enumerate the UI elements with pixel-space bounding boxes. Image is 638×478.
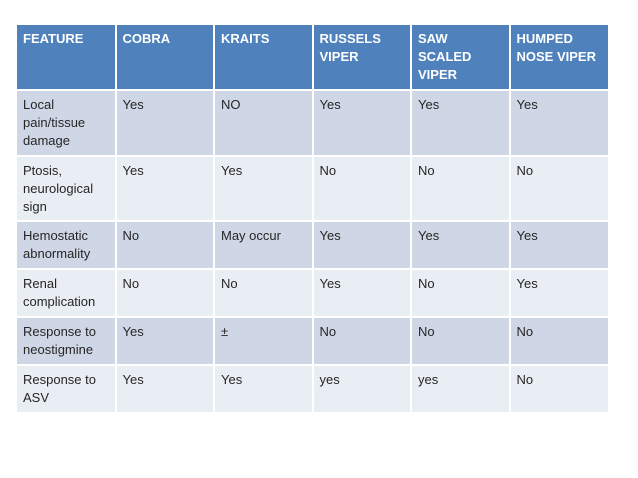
feature-cell: Response to neostigmine bbox=[17, 317, 117, 367]
column-header: FEATURE bbox=[17, 25, 117, 91]
table-cell: No bbox=[411, 317, 511, 367]
table-row: Renal complication No No Yes No Yes bbox=[17, 269, 608, 319]
table-cell: Yes bbox=[115, 317, 215, 367]
table-cell: yes bbox=[411, 365, 511, 414]
column-header: COBRA bbox=[115, 25, 215, 91]
column-header: HUMPED NOSE VIPER bbox=[509, 25, 608, 91]
table-cell: Yes bbox=[115, 155, 215, 223]
table-row: Local pain/tissue damage Yes NO Yes Yes Yes bbox=[17, 89, 608, 157]
table-cell: yes bbox=[312, 365, 412, 414]
table-head: FEATURE COBRA KRAITS RUSSELS VIPER SAW SCALE… bbox=[17, 25, 608, 91]
feature-cell: Local pain/tissue damage bbox=[17, 89, 117, 157]
table-cell: Yes bbox=[115, 89, 215, 157]
feature-cell: Response to ASV bbox=[17, 365, 117, 414]
column-header: RUSSELS VIPER bbox=[312, 25, 412, 91]
table-cell: Yes bbox=[312, 269, 412, 319]
table-cell: Yes bbox=[115, 365, 215, 414]
table-cell: No bbox=[509, 365, 608, 414]
header-row: FEATURE COBRA KRAITS RUSSELS VIPER SAW SCALE… bbox=[17, 25, 608, 91]
table-cell: Yes bbox=[214, 155, 314, 223]
table-cell: No bbox=[312, 155, 412, 223]
table-cell: May occur bbox=[214, 221, 314, 271]
table-row: Ptosis, neurological sign Yes Yes No No No bbox=[17, 155, 608, 223]
snakebite-comparison-table: FEATURE COBRA KRAITS RUSSELS VIPER SAW SCALE… bbox=[17, 25, 608, 414]
table-cell: Yes bbox=[411, 89, 511, 157]
table-cell: No bbox=[115, 221, 215, 271]
table-cell: Yes bbox=[312, 89, 412, 157]
table-cell: No bbox=[115, 269, 215, 319]
table-cell: No bbox=[509, 317, 608, 367]
table-cell: NO bbox=[214, 89, 314, 157]
table-cell: No bbox=[411, 269, 511, 319]
feature-cell: Hemostatic abnormality bbox=[17, 221, 117, 271]
table-cell: No bbox=[214, 269, 314, 319]
table-cell: ± bbox=[214, 317, 314, 367]
table-row: Hemostatic abnormality No May occur Yes Yes Y… bbox=[17, 221, 608, 271]
table-cell: Yes bbox=[214, 365, 314, 414]
table-row: Response to ASV Yes Yes yes yes No bbox=[17, 365, 608, 414]
column-header: KRAITS bbox=[214, 25, 314, 91]
table-body: Local pain/tissue damage Yes NO Yes Yes Yes Pt… bbox=[17, 89, 608, 414]
table-row: Response to neostigmine Yes ± No No No bbox=[17, 317, 608, 367]
table-cell: Yes bbox=[509, 89, 608, 157]
table-cell: Yes bbox=[509, 269, 608, 319]
table-cell: No bbox=[509, 155, 608, 223]
table-cell: Yes bbox=[312, 221, 412, 271]
feature-cell: Renal complication bbox=[17, 269, 117, 319]
table-cell: No bbox=[411, 155, 511, 223]
column-header: SAW SCALED VIPER bbox=[411, 25, 511, 91]
table-cell: No bbox=[312, 317, 412, 367]
table-cell: Yes bbox=[509, 221, 608, 271]
feature-cell: Ptosis, neurological sign bbox=[17, 155, 117, 223]
table-cell: Yes bbox=[411, 221, 511, 271]
